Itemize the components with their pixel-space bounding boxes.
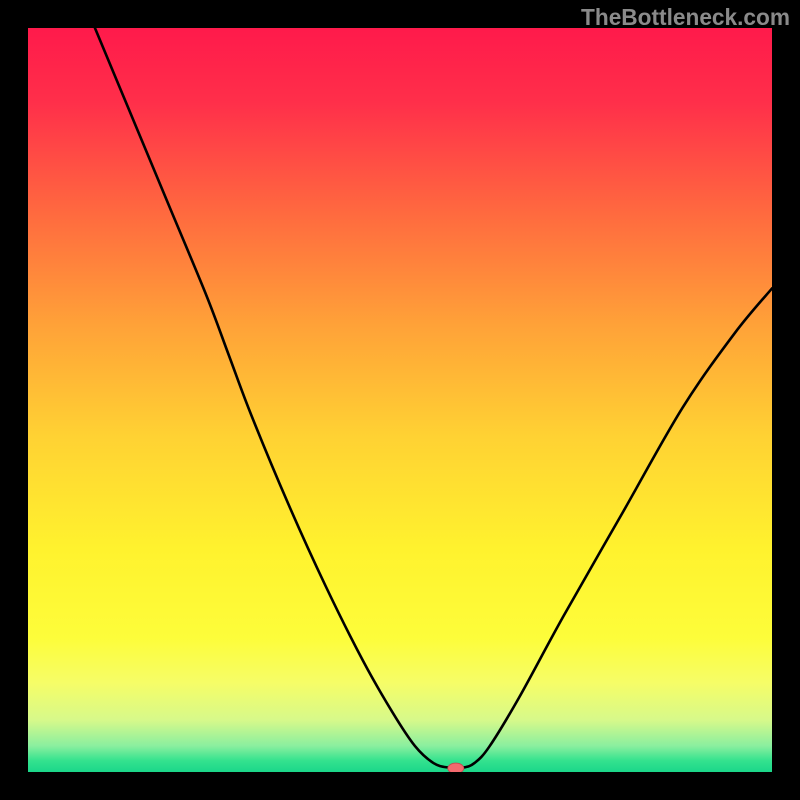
watermark-text: TheBottleneck.com <box>581 4 790 31</box>
plot-svg <box>28 28 772 772</box>
chart-canvas: TheBottleneck.com <box>0 0 800 800</box>
optimum-marker <box>448 763 464 772</box>
plot-background <box>28 28 772 772</box>
plot-area <box>28 28 772 772</box>
